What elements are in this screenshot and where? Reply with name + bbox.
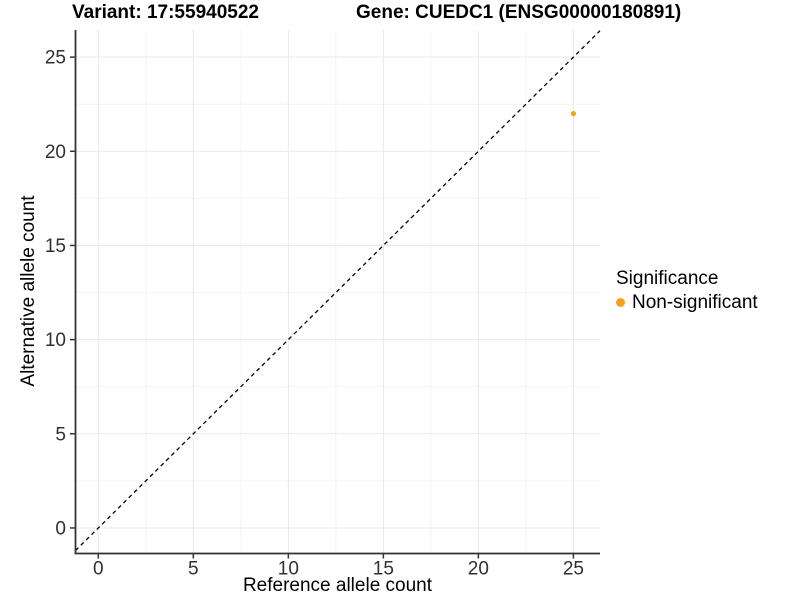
legend-items: Non-significant <box>616 291 758 314</box>
gene-title: Gene: CUEDC1 (ENSG00000180891) <box>356 2 682 23</box>
legend-title: Significance <box>616 268 719 289</box>
y-tick-label: 10 <box>45 330 66 351</box>
x-tick-label: 15 <box>373 559 394 580</box>
legend: Significance Non-significant <box>616 267 758 314</box>
y-tick-label: 20 <box>45 142 66 163</box>
x-tick-label: 0 <box>93 559 104 580</box>
y-axis-label: Alternative allele count <box>18 195 39 387</box>
y-tick-label: 5 <box>55 424 66 445</box>
y-tick-label: 15 <box>45 236 66 257</box>
legend-item: Non-significant <box>616 291 758 314</box>
data-point <box>570 111 576 117</box>
x-axis-label: Reference allele count <box>242 575 433 596</box>
x-tick-label: 10 <box>278 559 299 580</box>
y-tick-label: 0 <box>55 518 66 539</box>
variant-title: Variant: 17:55940522 <box>72 2 259 23</box>
legend-point-icon <box>616 298 625 307</box>
legend-item-label: Non-significant <box>632 292 758 313</box>
y-tick-label: 25 <box>45 48 66 69</box>
identity-line <box>75 30 601 552</box>
x-tick-label: 20 <box>468 559 489 580</box>
x-tick-label: 25 <box>563 559 584 580</box>
x-tick-label: 5 <box>188 559 199 580</box>
